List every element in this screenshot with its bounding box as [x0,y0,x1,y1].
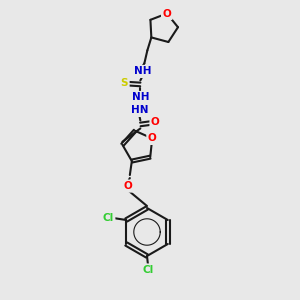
Text: O: O [124,181,132,191]
Text: O: O [163,8,171,19]
Text: HN: HN [130,105,148,116]
Text: NH: NH [132,92,149,102]
Text: S: S [121,78,128,88]
Text: NH: NH [134,66,151,76]
Text: O: O [148,134,157,143]
Text: Cl: Cl [103,213,114,223]
Text: O: O [151,117,160,128]
Text: Cl: Cl [142,265,154,275]
